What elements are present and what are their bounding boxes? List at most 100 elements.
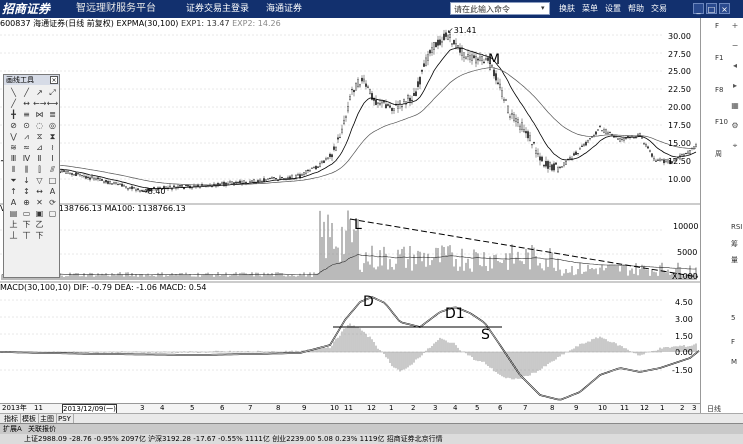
tab-related-quotes[interactable]: 关联报价 — [28, 425, 56, 433]
minimize-button[interactable]: _ — [693, 3, 704, 14]
strip-label[interactable]: F8 — [715, 86, 724, 94]
draw-tool-icon[interactable]: ▭ — [22, 209, 31, 218]
maximize-button[interactable]: □ — [706, 3, 717, 14]
draw-tool-icon[interactable]: Ⅱ — [37, 154, 42, 163]
tab-template[interactable]: 模板 — [20, 414, 39, 424]
draw-tool-icon[interactable]: ⤢ — [49, 88, 56, 97]
cy-index[interactable]: 创业2239.00 — [272, 435, 316, 443]
draw-tool-icon[interactable]: ╋ — [11, 110, 16, 119]
draw-tool-icon[interactable]: ▽ — [36, 176, 43, 185]
draw-tool-icon[interactable]: ▢ — [48, 209, 57, 218]
strip-label[interactable]: 筹 — [731, 240, 738, 248]
draw-tool-icon[interactable]: ⫻ — [50, 165, 55, 174]
strip-label[interactable]: 周 — [715, 150, 722, 158]
draw-tool-icon[interactable]: ≣ — [49, 110, 56, 119]
draw-tool-icon[interactable]: ⏷ — [10, 176, 17, 185]
tab-extension-a[interactable]: 扩展A — [3, 425, 22, 433]
draw-tool-icon[interactable]: A — [49, 187, 56, 196]
draw-tool-icon[interactable]: ⫼ — [24, 165, 29, 174]
sz-index[interactable]: 沪深3192.28 — [148, 435, 192, 443]
strip-label[interactable]: F10 — [715, 118, 728, 126]
zoom-out-icon[interactable]: − — [731, 41, 739, 50]
command-input[interactable]: 请在此输入命令 — [450, 2, 550, 15]
strip-label[interactable]: 量 — [731, 256, 738, 264]
draw-tool-icon[interactable] — [46, 219, 59, 230]
draw-tool-icon[interactable]: ◎ — [49, 121, 56, 130]
nav-login[interactable]: 证券交易主登录 — [186, 4, 250, 14]
draw-tool-icon[interactable]: Ⅲ — [10, 154, 17, 163]
draw-tool-icon[interactable]: ⫿ — [38, 165, 41, 174]
draw-tool-icon[interactable]: 丄 — [9, 231, 18, 240]
tab-psy[interactable]: PSY — [56, 414, 74, 424]
strip-label[interactable]: F — [715, 22, 720, 30]
draw-tool-icon[interactable]: ╱ — [11, 99, 16, 108]
draw-tool-icon[interactable]: A — [10, 198, 17, 207]
zoom-in-icon[interactable]: + — [731, 21, 739, 30]
draw-tool-icon[interactable]: ▣ — [35, 209, 44, 218]
strip-label[interactable]: 5 — [731, 314, 736, 322]
draw-tool-icon[interactable]: □ — [48, 176, 57, 185]
draw-tool-icon[interactable]: ≀ — [51, 143, 54, 152]
draw-tool-icon[interactable]: ⟷ — [46, 99, 59, 108]
toolbox-close-icon[interactable]: × — [50, 76, 58, 84]
dropdown-icon[interactable]: ▾ — [541, 4, 545, 12]
toolbox-title[interactable]: 画线工具 — [4, 75, 59, 85]
period-tab[interactable]: 日线 — [707, 405, 721, 413]
draw-tool-icon[interactable]: Ⅳ — [22, 154, 31, 163]
draw-tool-icon[interactable]: ▤ — [9, 209, 18, 218]
draw-tool-icon[interactable]: ⟳ — [49, 198, 56, 207]
draw-tool-icon[interactable]: ╲ — [11, 88, 16, 97]
draw-tool-icon[interactable]: 丅 — [22, 231, 31, 240]
draw-tool-icon[interactable]: ⊿ — [36, 143, 43, 152]
draw-tool-icon[interactable]: ↓ — [23, 176, 30, 185]
draw-tool-icon[interactable]: ╱ — [24, 88, 29, 97]
draw-tool-icon[interactable]: 下 — [22, 220, 31, 229]
arrow-right-icon[interactable]: ▸ — [732, 81, 737, 90]
close-button[interactable]: × — [719, 3, 730, 14]
chart-canvas[interactable] — [0, 0, 700, 403]
menu-help[interactable]: 帮助 — [628, 4, 644, 13]
draw-tool-icon[interactable]: ⧗ — [49, 132, 56, 141]
draw-tool-icon[interactable]: ←→ — [33, 99, 47, 108]
menu-settings[interactable]: 设置 — [605, 4, 621, 13]
draw-tool-icon[interactable]: ↗ — [36, 88, 43, 97]
draw-tool-icon[interactable]: 上 — [9, 220, 18, 229]
sh-index[interactable]: 上证2988.09 — [24, 435, 67, 443]
settings-icon[interactable]: ⚙ — [731, 121, 739, 130]
draw-tool-icon[interactable]: ⋈ — [35, 110, 44, 119]
strip-label[interactable]: RSI — [731, 223, 743, 231]
draw-tool-icon[interactable] — [46, 230, 59, 241]
draw-tool-icon[interactable]: Ⅰ — [51, 154, 54, 163]
draw-tool-icon[interactable]: ⋁ — [10, 132, 17, 141]
drawing-toolbox[interactable]: 画线工具 × ╲ ╱ ↗ ⤢ ╱ ↔ ←→ ⟷ ╋ ≡ ⋈ ≣ ⊘ ⊙ ◌ ◎ ⋁ ⩘ ⧖ ⧗ ≋ ≈ ⊿ ≀ Ⅲ Ⅳ Ⅱ Ⅰ ⦀ ⫼ ⫿ ⫻… — [3, 74, 60, 278]
arrow-left-icon[interactable]: ◂ — [732, 61, 737, 70]
strip-label[interactable]: F1 — [715, 54, 724, 62]
grid-icon[interactable]: ▦ — [731, 101, 739, 110]
draw-tool-icon[interactable]: ⦀ — [11, 165, 16, 174]
draw-tool-icon[interactable]: ⊘ — [10, 121, 17, 130]
nav-broker[interactable]: 海通证券 — [266, 4, 303, 14]
cursor-icon[interactable]: ⌖ — [732, 141, 738, 150]
strip-label[interactable]: F — [731, 338, 736, 346]
menu-main[interactable]: 菜单 — [582, 4, 598, 13]
menu-trade[interactable]: 交易 — [651, 4, 667, 13]
draw-tool-icon[interactable]: ↕ — [23, 187, 30, 196]
tab-indicator[interactable]: 指标 — [2, 414, 21, 424]
draw-tool-icon[interactable]: ≡ — [23, 110, 30, 119]
draw-tool-icon[interactable]: ↑ — [10, 187, 17, 196]
strip-label[interactable]: M — [731, 358, 738, 366]
draw-tool-icon[interactable]: ◌ — [36, 121, 43, 130]
draw-tool-icon[interactable]: ≈ — [23, 143, 30, 152]
draw-tool-icon[interactable]: ⧖ — [36, 132, 43, 141]
draw-tool-icon[interactable]: ⊙ — [23, 121, 30, 130]
draw-tool-icon[interactable]: ↔ — [36, 187, 43, 196]
draw-tool-icon[interactable]: ⊕ — [23, 198, 30, 207]
draw-tool-icon[interactable]: 下 — [35, 231, 44, 240]
menu-skin[interactable]: 换肤 — [559, 4, 575, 13]
draw-tool-icon[interactable]: ⩘ — [24, 132, 29, 141]
draw-tool-icon[interactable]: ↔ — [23, 99, 30, 108]
draw-tool-icon[interactable]: 乙 — [35, 220, 44, 229]
tab-main-chart[interactable]: 主图 — [38, 414, 57, 424]
draw-tool-icon[interactable]: ✕ — [36, 198, 43, 207]
draw-tool-icon[interactable]: ≋ — [10, 143, 17, 152]
